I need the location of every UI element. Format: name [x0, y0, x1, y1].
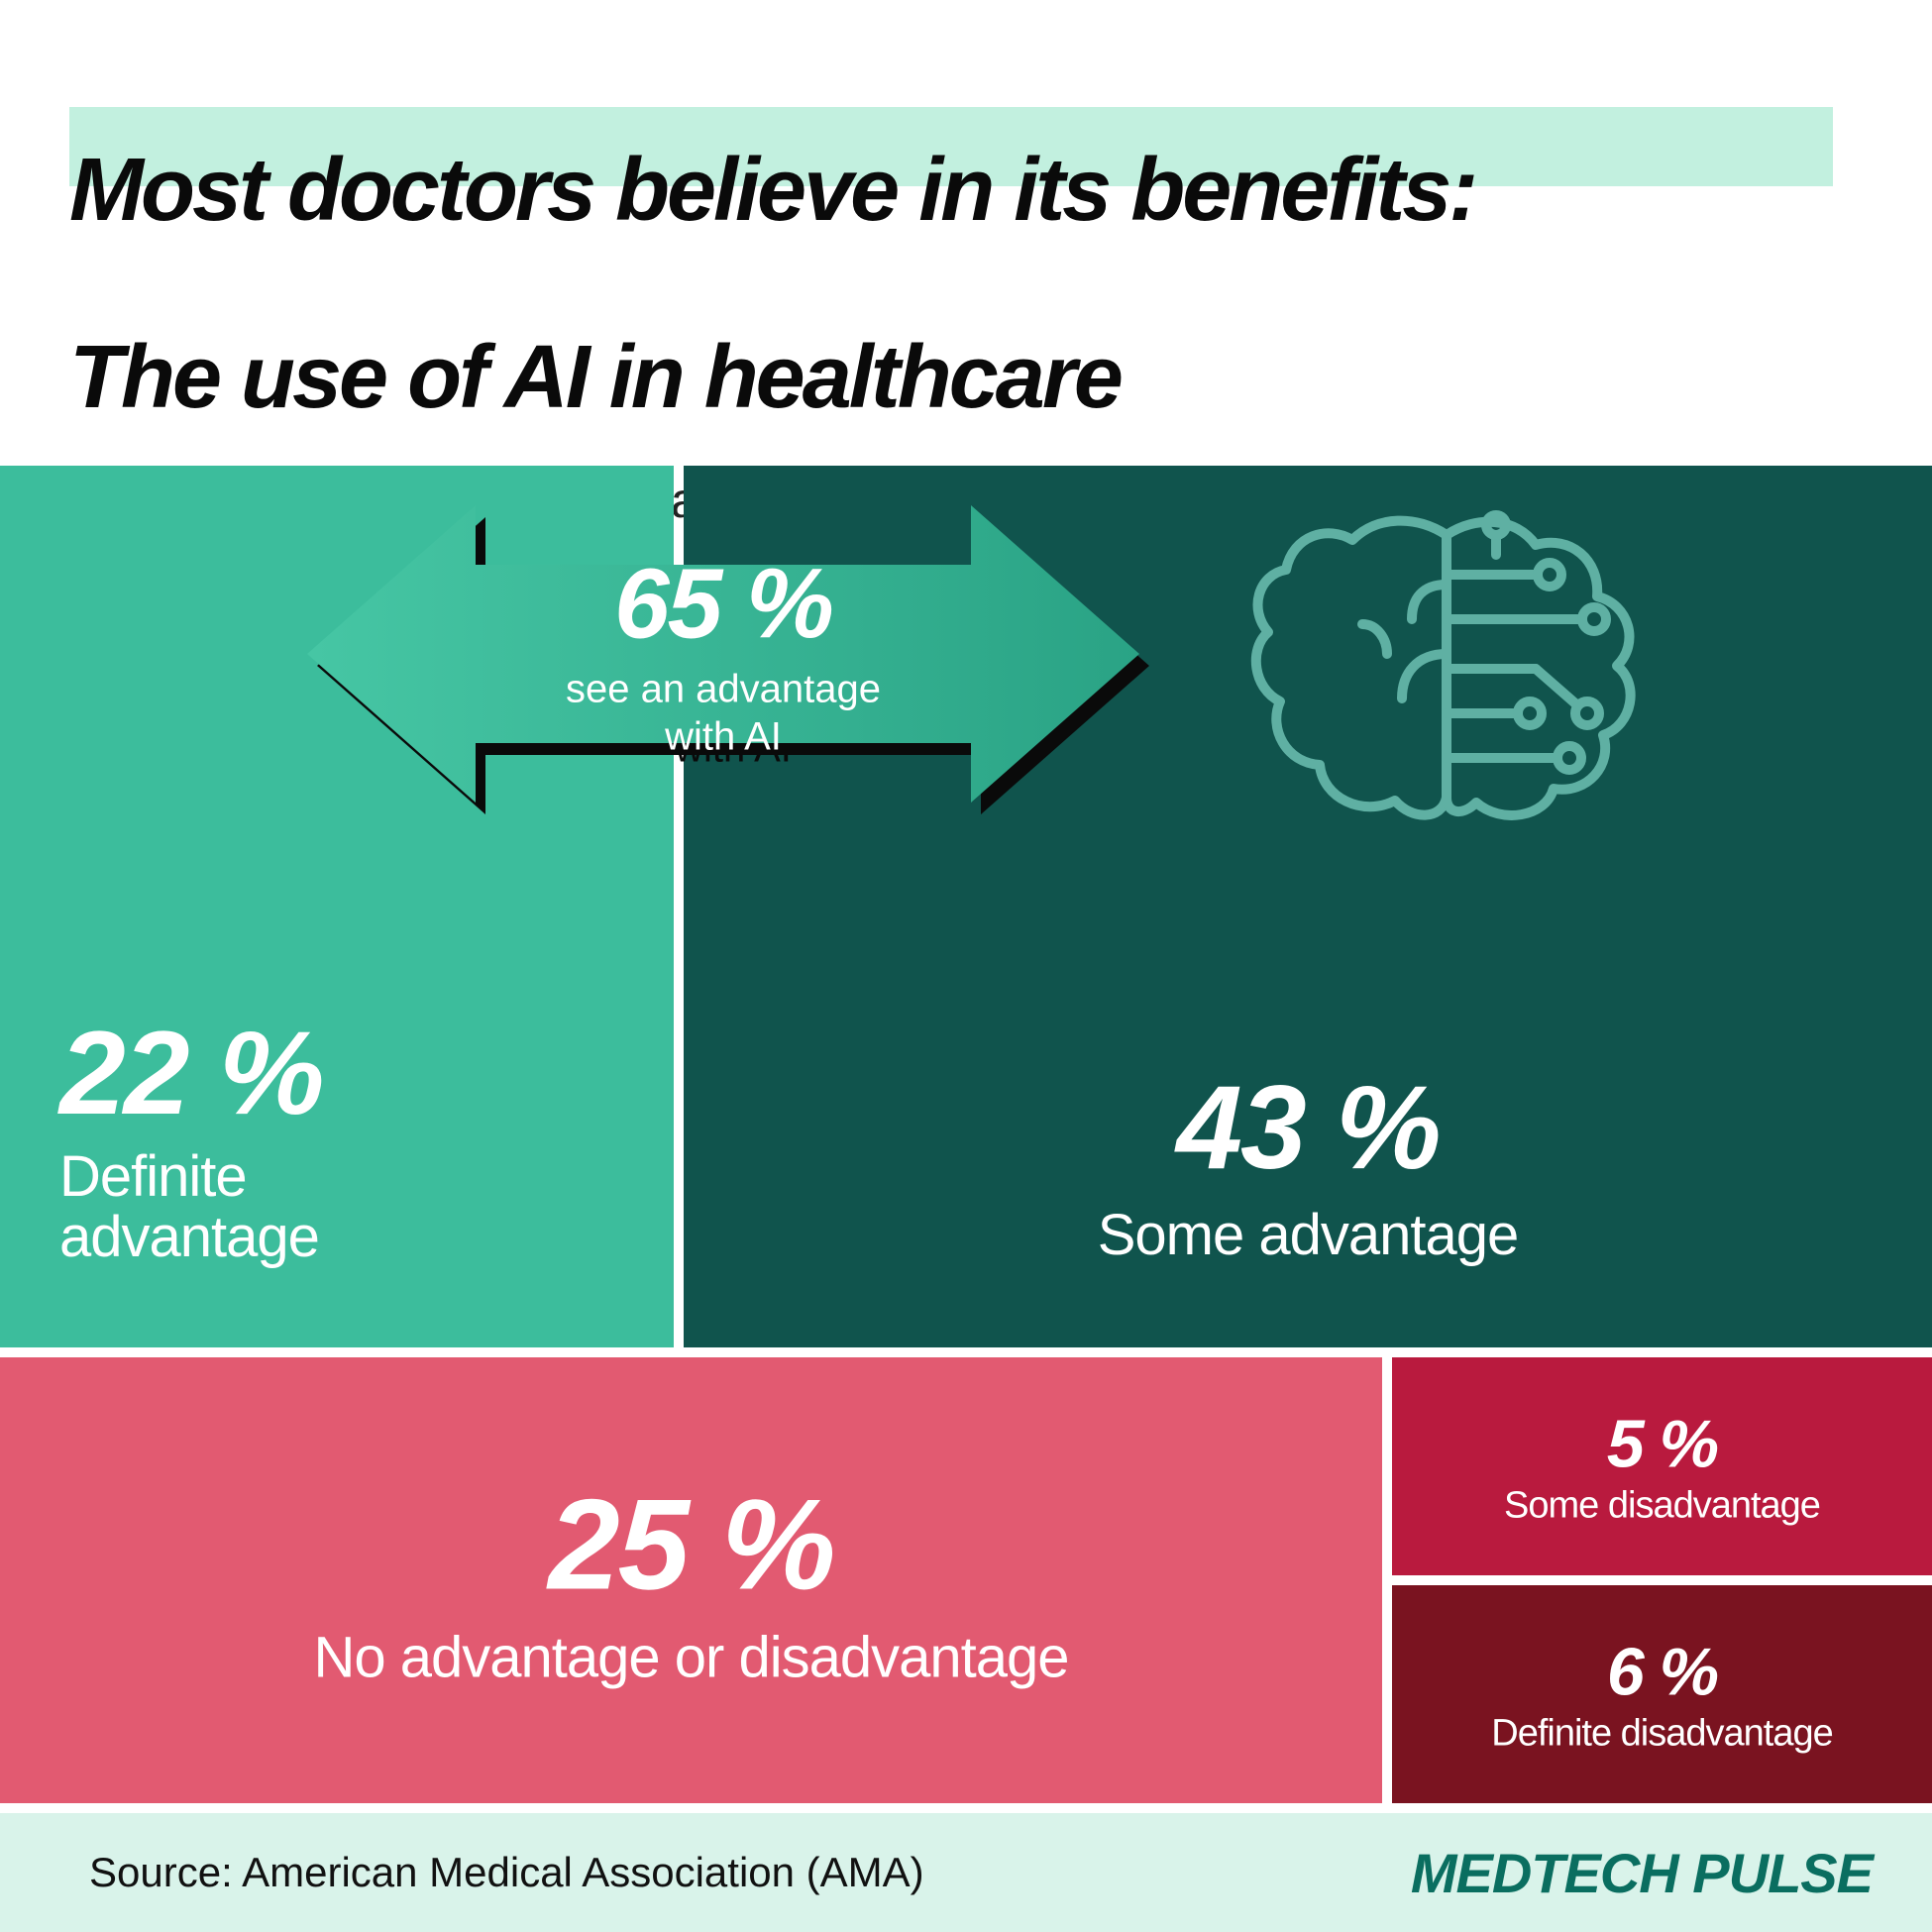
tile-some-advantage-percent: 43 % [684, 1059, 1932, 1196]
source-text: Source: American Medical Association (AM… [89, 1849, 924, 1896]
tile-definite-advantage-label: Definite advantage [59, 1147, 323, 1268]
tile-some-advantage-label: Some advantage [684, 1202, 1932, 1268]
title-line-2: The use of AI in healthcare [69, 328, 1121, 427]
header: Most doctors believe in its benefits: Th… [69, 50, 1863, 529]
footer: Source: American Medical Association (AM… [0, 1813, 1932, 1932]
tile-definite-disadvantage: 6 % Definite disadvantage [1392, 1585, 1932, 1803]
tile-neutral-percent: 25 % [0, 1470, 1382, 1619]
tile-neutral-label: No advantage or disadvantage [0, 1625, 1382, 1691]
tile-definite-advantage-percent: 22 % [59, 1005, 323, 1141]
tile-some-disadvantage-label: Some disadvantage [1392, 1485, 1932, 1528]
brand-logo-text: MEDTECH PULSE [1411, 1841, 1873, 1905]
title-wrap: Most doctors believe in its benefits: Th… [69, 50, 1475, 424]
tile-neutral: 25 % No advantage or disadvantage [0, 1357, 1382, 1803]
tile-some-disadvantage: 5 % Some disadvantage [1392, 1357, 1932, 1575]
tile-some-disadvantage-percent: 5 % [1392, 1406, 1932, 1483]
summary-arrow-percent: 65 % [307, 548, 1139, 662]
tile-definite-disadvantage-label: Definite disadvantage [1392, 1713, 1932, 1756]
page-title: Most doctors believe in its benefits: Th… [69, 50, 1475, 424]
title-line-1: Most doctors believe in its benefits: [69, 141, 1475, 240]
summary-arrow: 65 % see an advantage with AI [307, 495, 1139, 812]
summary-arrow-label: see an advantage with AI [307, 666, 1139, 761]
treemap-chart: 22 % Definite advantage 43 % Some advant… [0, 466, 1932, 1803]
tile-definite-disadvantage-percent: 6 % [1392, 1634, 1932, 1711]
ai-brain-icon [1238, 505, 1655, 832]
